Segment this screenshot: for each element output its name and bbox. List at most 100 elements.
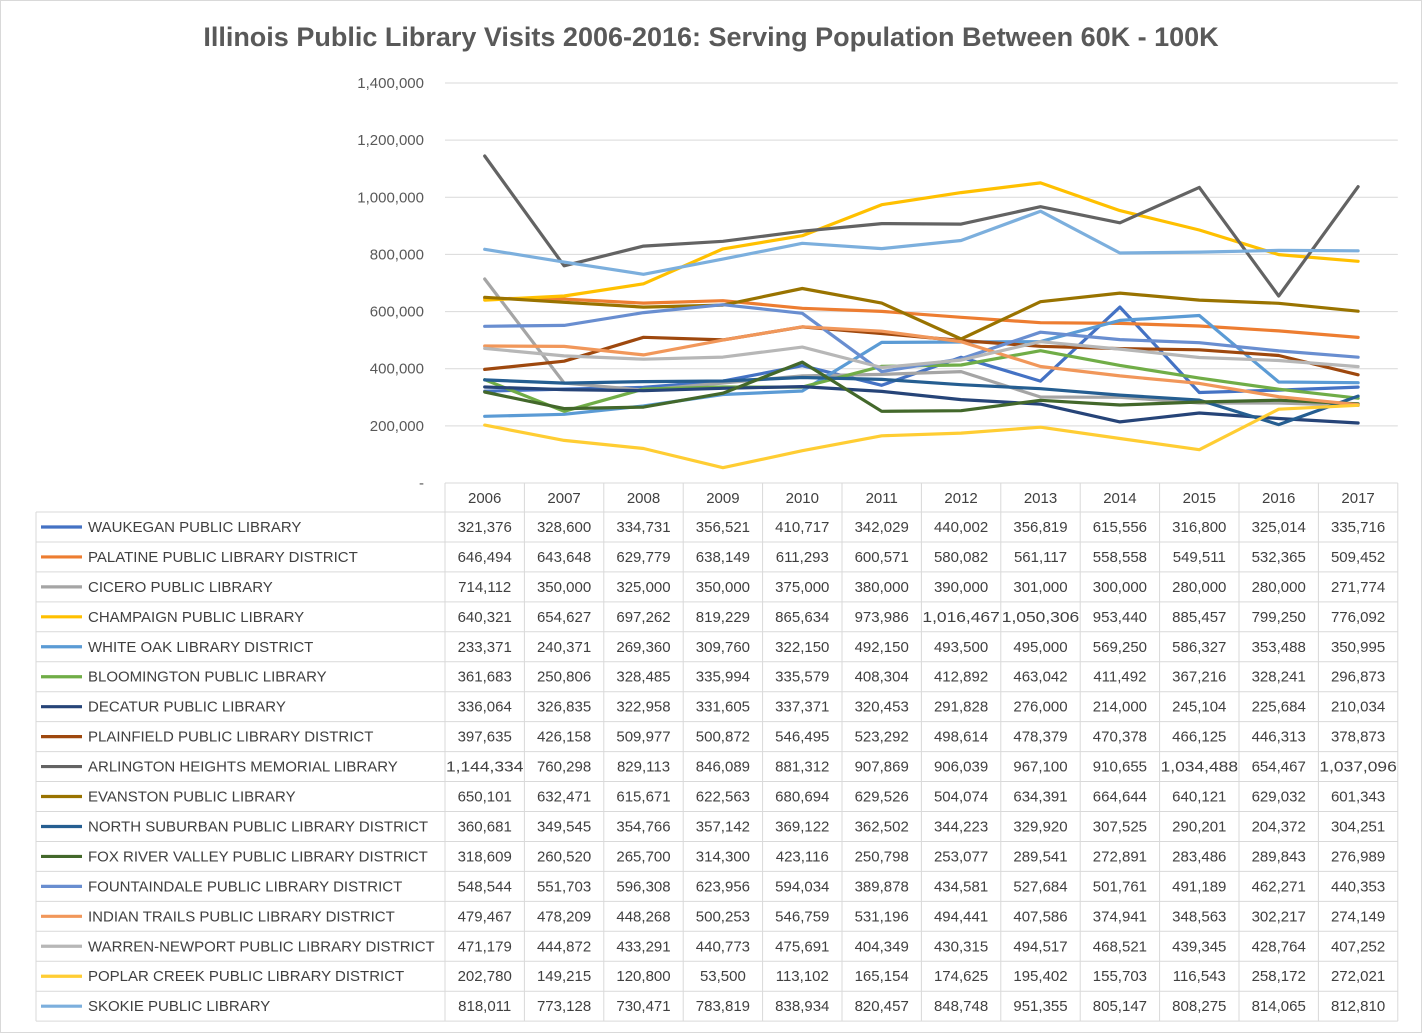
data-label: 250,798 — [855, 848, 909, 865]
series-line — [483, 385, 1360, 425]
series-line — [483, 209, 1360, 276]
data-label: 334,731 — [616, 519, 670, 536]
data-label: 321,376 — [458, 519, 512, 536]
data-label: 374,941 — [1093, 908, 1147, 925]
data-label: 430,315 — [934, 938, 988, 955]
data-label: 428,764 — [1252, 938, 1306, 955]
y-tick-label: 800,000 — [370, 246, 424, 263]
legend-entry: PLAINFIELD PUBLIC LIBRARY DISTRICT — [88, 729, 373, 746]
data-label: 910,655 — [1093, 759, 1147, 776]
data-label: 493,500 — [934, 639, 988, 656]
data-label: 498,614 — [934, 729, 988, 746]
data-label: 664,644 — [1093, 789, 1147, 806]
data-label: 629,779 — [616, 549, 670, 566]
data-label: 654,467 — [1252, 759, 1306, 776]
data-label: 354,766 — [616, 818, 670, 835]
data-label: 360,681 — [458, 818, 512, 835]
data-label: 885,457 — [1172, 609, 1226, 626]
data-label: 650,101 — [458, 789, 512, 806]
legend-entry: WARREN-NEWPORT PUBLIC LIBRARY DISTRICT — [88, 938, 435, 955]
data-label: 356,819 — [1013, 519, 1067, 536]
data-label: 357,142 — [696, 818, 750, 835]
data-label: 1,034,488 — [1161, 759, 1238, 776]
data-label: 643,648 — [537, 549, 591, 566]
data-label: 760,298 — [537, 759, 591, 776]
data-label: 527,684 — [1013, 878, 1067, 895]
x-tick-label: 2015 — [1183, 490, 1216, 507]
data-label: 594,034 — [775, 878, 829, 895]
data-label: 233,371 — [458, 639, 512, 656]
data-label: 638,149 — [696, 549, 750, 566]
data-label: 350,995 — [1331, 639, 1385, 656]
data-label: 410,717 — [775, 519, 829, 536]
data-label: 808,275 — [1172, 998, 1226, 1015]
data-label: 611,293 — [776, 549, 829, 566]
data-label: 494,517 — [1013, 938, 1067, 955]
data-label: 558,558 — [1093, 549, 1147, 566]
data-label: 973,986 — [855, 609, 909, 626]
data-label: 504,074 — [934, 789, 988, 806]
data-label: 389,878 — [855, 878, 909, 895]
data-label: 380,000 — [855, 579, 909, 596]
data-label: 269,360 — [616, 639, 670, 656]
data-label: 615,556 — [1093, 519, 1147, 536]
data-label: 369,122 — [775, 818, 829, 835]
data-label: 53,500 — [700, 968, 746, 985]
data-label: 697,262 — [616, 609, 670, 626]
data-label: 495,000 — [1013, 639, 1067, 656]
legend-entry: EVANSTON PUBLIC LIBRARY — [88, 789, 296, 806]
gridlines — [445, 82, 1398, 427]
data-label: 551,703 — [537, 878, 591, 895]
data-label: 463,042 — [1013, 669, 1067, 686]
data-label: 302,217 — [1252, 908, 1306, 925]
legend-entry: FOX RIVER VALLEY PUBLIC LIBRARY DISTRICT — [88, 848, 428, 865]
data-label: 967,100 — [1013, 759, 1067, 776]
data-label: 600,571 — [855, 549, 909, 566]
data-label: 210,034 — [1331, 699, 1385, 716]
data-label: 906,039 — [934, 759, 988, 776]
data-label: 280,000 — [1172, 579, 1226, 596]
data-label: 329,920 — [1013, 818, 1067, 835]
data-label: 120,800 — [616, 968, 670, 985]
data-label: 202,780 — [458, 968, 512, 985]
legend-entry: PALATINE PUBLIC LIBRARY DISTRICT — [88, 549, 358, 566]
data-label: 532,365 — [1252, 549, 1306, 566]
data-label: 596,308 — [616, 878, 670, 895]
data-label: 846,089 — [696, 759, 750, 776]
data-label: 271,774 — [1331, 579, 1385, 596]
data-label: 320,453 — [855, 699, 909, 716]
y-tick-label: 1,200,000 — [357, 132, 424, 149]
data-label: 165,154 — [855, 968, 909, 985]
legend-entry: INDIAN TRAILS PUBLIC LIBRARY DISTRICT — [88, 908, 395, 925]
data-label: 819,229 — [696, 609, 750, 626]
data-label: 820,457 — [855, 998, 909, 1015]
data-label: 325,014 — [1252, 519, 1306, 536]
data-label: 478,209 — [537, 908, 591, 925]
data-label: 390,000 — [934, 579, 988, 596]
data-label: 325,000 — [616, 579, 670, 596]
data-label: 654,627 — [537, 609, 591, 626]
data-label: 423,116 — [776, 848, 829, 865]
data-label: 561,117 — [1014, 549, 1067, 566]
series-line — [483, 154, 1360, 298]
data-label: 907,869 — [855, 759, 909, 776]
data-label: 500,253 — [696, 908, 750, 925]
data-label: 407,586 — [1013, 908, 1067, 925]
series-line — [483, 286, 1360, 341]
data-label: 546,759 — [775, 908, 829, 925]
data-label: 444,872 — [537, 938, 591, 955]
data-label: 468,521 — [1093, 938, 1147, 955]
data-label: 240,371 — [537, 639, 591, 656]
legend-entry: CHAMPAIGN PUBLIC LIBRARY — [88, 609, 304, 626]
legend-entry: ARLINGTON HEIGHTS MEMORIAL LIBRARY — [88, 759, 398, 776]
data-label: 601,343 — [1331, 789, 1385, 806]
data-label: 344,223 — [934, 818, 988, 835]
data-label: 730,471 — [616, 998, 670, 1015]
data-label: 322,958 — [616, 699, 670, 716]
data-label: 470,378 — [1093, 729, 1147, 746]
data-label: 426,158 — [537, 729, 591, 746]
data-label: 412,892 — [934, 669, 988, 686]
data-label: 799,250 — [1252, 609, 1306, 626]
data-label: 818,011 — [458, 998, 511, 1015]
